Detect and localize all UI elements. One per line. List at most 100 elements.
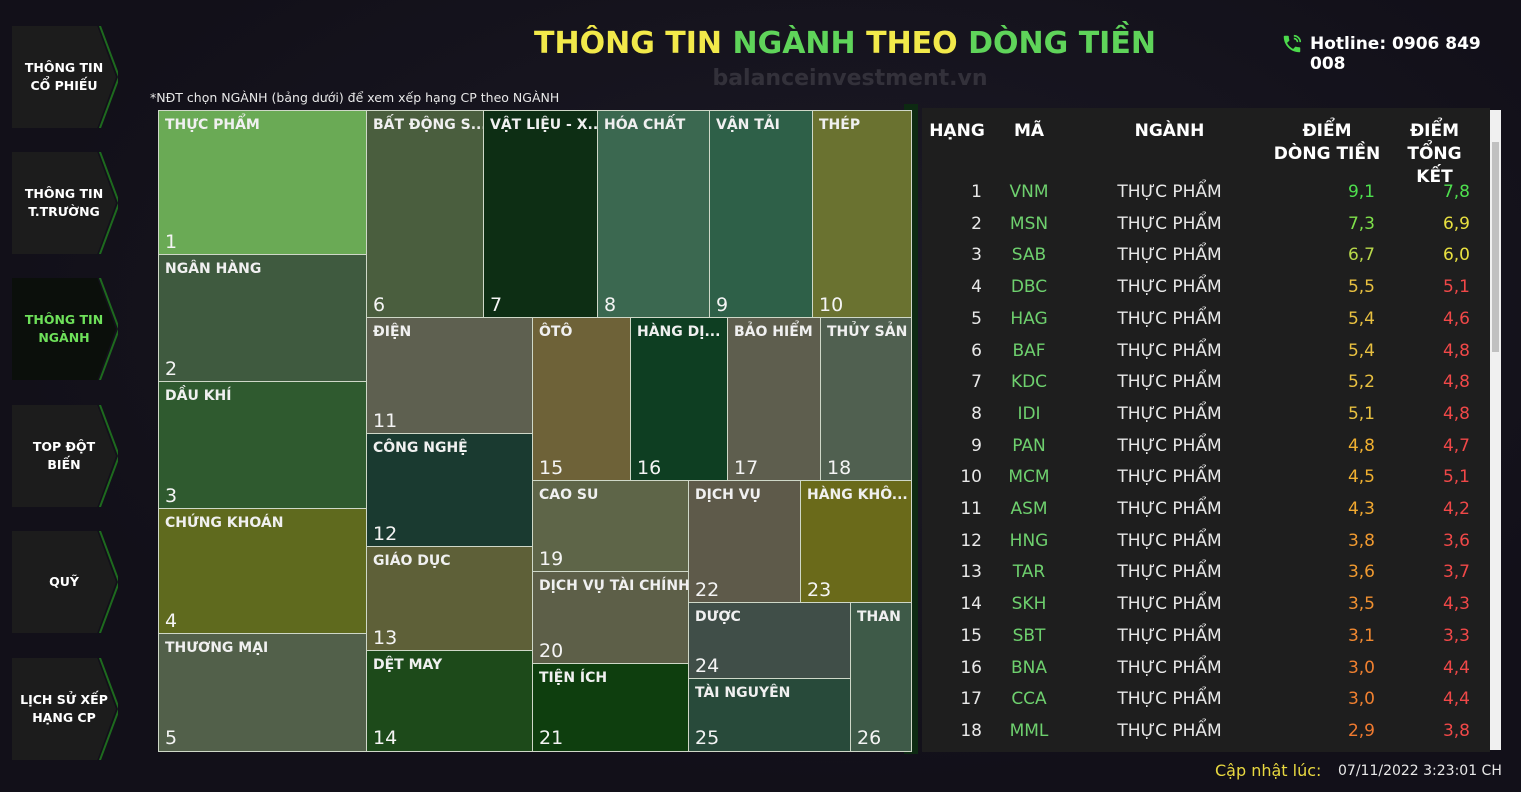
cell: 5,1 <box>1442 277 1470 298</box>
cell: THỰC PHẨM <box>1117 657 1222 678</box>
treemap-tile[interactable]: CÔNG NGHỆ 12 <box>366 433 534 548</box>
cell: 3,0 <box>1347 657 1375 678</box>
cell: 3,8 <box>1442 720 1470 741</box>
cell: VNM <box>1009 182 1049 202</box>
treemap-tile[interactable]: THƯƠNG MẠI 5 <box>158 633 368 752</box>
scroll-thumb[interactable] <box>1492 142 1499 352</box>
header-text: DÒNG TIỀN <box>1273 144 1381 164</box>
table-row[interactable]: 17 CCA THỰC PHẨM 3,0 4,4 <box>922 689 1490 717</box>
cell: 9,1 <box>1347 182 1375 202</box>
tile-rank: 7 <box>490 293 503 316</box>
treemap-tile[interactable]: VẬT LIỆU - X... 7 <box>483 110 599 319</box>
treemap-tile[interactable]: DỊCH VỤ 22 <box>688 480 802 604</box>
table-row[interactable]: 5 HAG THỰC PHẨM 5,4 4,6 <box>922 309 1490 337</box>
treemap-tile[interactable]: THÉP 10 <box>812 110 912 319</box>
treemap-tile[interactable]: VẬN TẢI 9 <box>709 110 814 319</box>
cell: THỰC PHẨM <box>1117 245 1222 266</box>
treemap-tile[interactable]: CAO SU 19 <box>532 480 690 573</box>
treemap-tile[interactable]: THỦY SẢN 18 <box>820 317 912 482</box>
nav-button[interactable]: THÔNG TIN T.TRƯỜNG <box>12 152 116 254</box>
nav-button[interactable]: LỊCH SỬ XẾP HẠNG CP <box>12 658 116 760</box>
treemap-tile[interactable]: THỰC PHẨM 1 <box>158 110 368 256</box>
treemap-tile[interactable]: ĐIỆN 11 <box>366 317 534 435</box>
table-row[interactable]: 15 SBT THỰC PHẨM 3,1 3,3 <box>922 626 1490 654</box>
treemap-tile[interactable]: CHỨNG KHOÁN 4 <box>158 508 368 635</box>
treemap-tile[interactable]: TIỆN ÍCH 21 <box>532 663 690 752</box>
cell: MML <box>1009 720 1049 741</box>
table-row[interactable]: 13 TAR THỰC PHẨM 3,6 3,7 <box>922 562 1490 590</box>
tile-rank: 2 <box>165 357 178 380</box>
cell: 5,5 <box>1347 277 1375 298</box>
table-row[interactable]: 10 MCM THỰC PHẨM 4,5 5,1 <box>922 467 1490 495</box>
table-row[interactable]: 9 PAN THỰC PHẨM 4,8 4,7 <box>922 436 1490 464</box>
tile-rank: 13 <box>373 626 398 649</box>
table-row[interactable]: 11 ASM THỰC PHẨM 4,3 4,2 <box>922 499 1490 527</box>
nav-button[interactable]: TOP ĐỘT BIẾN <box>12 405 116 507</box>
table-row[interactable]: 16 BNA THỰC PHẨM 3,0 4,4 <box>922 658 1490 686</box>
table-row[interactable]: 2 MSN THỰC PHẨM 7,3 6,9 <box>922 214 1490 242</box>
watermark: balanceinvestment.vn <box>712 66 988 91</box>
nav-button[interactable]: THÔNG TIN CỔ PHIẾU <box>12 26 116 128</box>
cell: 10 <box>960 467 982 488</box>
tile-label: THƯƠNG MẠI <box>165 640 269 656</box>
table-row[interactable]: 7 KDC THỰC PHẨM 5,2 4,8 <box>922 372 1490 400</box>
cell: 6,9 <box>1442 213 1470 234</box>
tile-label: DỊCH VỤ TÀI CHÍNH <box>539 578 690 594</box>
nav-button[interactable]: THÔNG TIN NGÀNH <box>12 278 116 380</box>
treemap-tile[interactable]: DƯỢC 24 <box>688 602 852 680</box>
cell: PAN <box>1012 435 1046 456</box>
note: *NĐT chọn NGÀNH (bảng dưới) để xem xếp h… <box>150 90 560 105</box>
treemap-tile[interactable]: HÀNG DỊ... 16 <box>630 317 729 482</box>
cell: MSN <box>1009 213 1049 234</box>
table-row[interactable]: 12 HNG THỰC PHẨM 3,8 3,6 <box>922 531 1490 559</box>
tile-rank: 6 <box>373 293 386 316</box>
treemap-tile[interactable]: THAN 26 <box>850 602 912 752</box>
treemap-tile[interactable]: DẦU KHÍ 3 <box>158 381 368 510</box>
nav-text: TOP ĐỘT <box>32 439 96 454</box>
table-row[interactable]: 6 BAF THỰC PHẨM 5,4 4,8 <box>922 341 1490 369</box>
cell: 4,6 <box>1442 308 1470 329</box>
cell: 4,8 <box>1442 340 1470 361</box>
treemap-tile[interactable]: TÀI NGUYÊN 25 <box>688 678 852 752</box>
treemap-tile[interactable]: DỆT MAY 14 <box>366 650 534 752</box>
cell: THỰC PHẨM <box>1117 499 1222 519</box>
treemap-tile[interactable]: NGÂN HÀNG 2 <box>158 254 368 383</box>
header-text: ĐIỂM <box>1409 121 1460 141</box>
nav-text: THÔNG TIN <box>24 60 104 75</box>
update-label: Cập nhật lúc: <box>1215 761 1322 780</box>
tile-rank: 23 <box>807 578 832 601</box>
table-row[interactable]: 4 DBC THỰC PHẨM 5,5 5,1 <box>922 277 1490 305</box>
treemap-tile[interactable]: GIÁO DỤC 13 <box>366 546 534 652</box>
treemap-tile[interactable]: ÔTÔ 15 <box>532 317 632 482</box>
tile-rank: 4 <box>165 609 178 632</box>
tile-label: CÔNG NGHỆ <box>373 440 468 456</box>
treemap-tile[interactable]: BẢO HIỂM 17 <box>727 317 822 482</box>
cell: 6,0 <box>1442 245 1470 266</box>
nav-text: BIẾN <box>47 457 81 472</box>
cell: 4,3 <box>1347 499 1375 519</box>
tile-label: VẬN TẢI <box>716 117 780 133</box>
cell: TAR <box>1012 562 1046 583</box>
nav-button[interactable]: QUỸ <box>12 531 116 633</box>
table-row[interactable]: 14 SKH THỰC PHẨM 3,5 4,3 <box>922 594 1490 622</box>
table-row[interactable]: 8 IDI THỰC PHẨM 5,1 4,8 <box>922 404 1490 432</box>
table-row[interactable]: 1 VNM THỰC PHẨM 9,1 7,8 <box>922 182 1490 210</box>
tile-rank: 24 <box>695 654 720 677</box>
tile-rank: 3 <box>165 484 178 507</box>
scrollbar[interactable] <box>1490 110 1501 750</box>
header-text: MÃ <box>1013 121 1045 141</box>
cell: HAG <box>1010 308 1048 329</box>
cell: BNA <box>1010 657 1047 678</box>
cell: THỰC PHẨM <box>1117 720 1222 741</box>
table-row[interactable]: 18 MML THỰC PHẨM 2,9 3,8 <box>922 721 1490 749</box>
table-row[interactable]: 3 SAB THỰC PHẨM 6,7 6,0 <box>922 245 1490 273</box>
cell: THỰC PHẨM <box>1117 340 1222 361</box>
treemap-tile[interactable]: DỊCH VỤ TÀI CHÍNH 20 <box>532 571 690 665</box>
cell: 3,5 <box>1347 594 1375 615</box>
treemap-tile[interactable]: BẤT ĐỘNG S... 6 <box>366 110 485 319</box>
cell: THỰC PHẨM <box>1117 562 1222 583</box>
tile-label: DỊCH VỤ <box>695 487 761 503</box>
treemap-tile[interactable]: HÓA CHẤT 8 <box>597 110 711 319</box>
treemap-tile[interactable]: HÀNG KHÔ... 23 <box>800 480 912 604</box>
